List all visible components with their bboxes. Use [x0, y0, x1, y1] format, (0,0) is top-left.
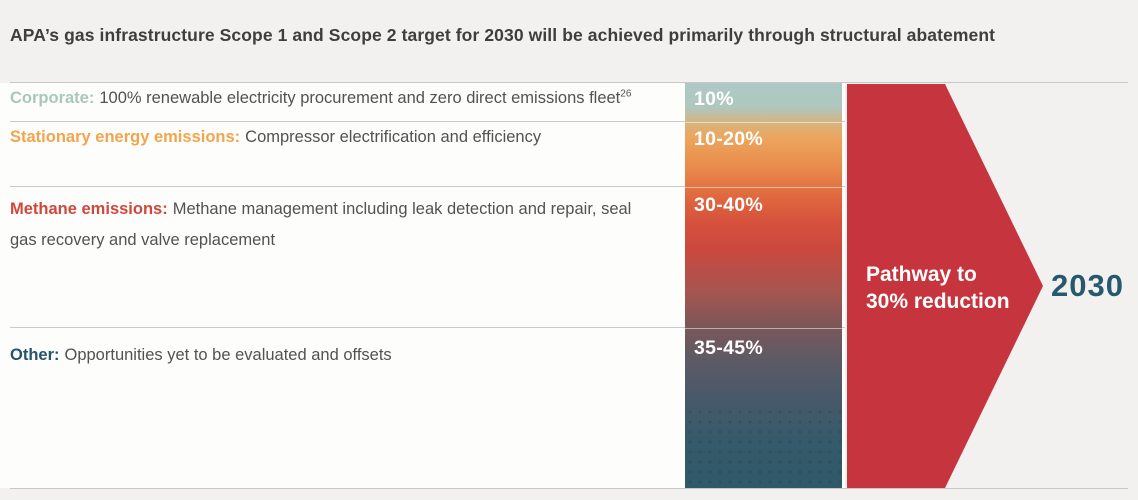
- pathway-arrow-label: Pathway to 30% reduction: [866, 261, 1010, 315]
- bottom-divider: [10, 488, 1128, 489]
- category-description: Opportunities yet to be evaluated and of…: [64, 346, 392, 364]
- category-description: 100% renewable electricity procurement a…: [99, 89, 621, 107]
- pathway-arrow-label-line2: 30% reduction: [866, 290, 1010, 313]
- table-row: Corporate: 100% renewable electricity pro…: [10, 83, 845, 122]
- table-row: Other: Opportunities yet to be evaluated …: [10, 328, 845, 488]
- table-row: Stationary energy emissions: Compressor e…: [10, 122, 845, 187]
- abatement-table: Corporate: 100% renewable electricity pro…: [10, 83, 845, 488]
- table-row: Methane emissions: Methane management inc…: [10, 187, 845, 328]
- dot-pattern-overlay: [685, 407, 842, 488]
- category-label: Methane emissions:: [10, 200, 168, 218]
- pathway-arrow-label-line1: Pathway to: [866, 263, 977, 286]
- bar-segment: 30-40%: [685, 187, 842, 328]
- top-divider: [10, 82, 1128, 83]
- bar-segment: 10-20%: [685, 122, 842, 187]
- row-text: Corporate: 100% renewable electricity pro…: [10, 83, 658, 114]
- category-description: Compressor electrification and efficienc…: [245, 128, 542, 146]
- row-text: Methane emissions: Methane management inc…: [10, 187, 658, 256]
- category-label: Other:: [10, 346, 60, 364]
- bar-segment: 10%: [685, 83, 842, 122]
- target-year-label: 2030: [1051, 268, 1124, 303]
- contribution-gradient-bar: 10% 10-20% 30-40% 35-45%: [685, 83, 842, 488]
- category-description: Methane management including leak detect…: [10, 200, 632, 249]
- bar-segment-label: 10%: [694, 88, 734, 110]
- row-text: Other: Opportunities yet to be evaluated …: [10, 328, 658, 371]
- bar-segment-label: 35-45%: [694, 337, 764, 359]
- category-label: Corporate:: [10, 89, 95, 107]
- bar-segment-label: 30-40%: [694, 194, 764, 216]
- bar-segment: 35-45%: [685, 328, 842, 488]
- figure-title: APA’s gas infrastructure Scope 1 and Sco…: [10, 25, 996, 45]
- row-text: Stationary energy emissions: Compressor e…: [10, 122, 658, 153]
- bar-segment-label: 10-20%: [694, 128, 764, 150]
- pathway-arrow-icon: [847, 84, 1043, 488]
- category-label: Stationary energy emissions:: [10, 128, 241, 146]
- footnote-reference: 26: [620, 88, 632, 100]
